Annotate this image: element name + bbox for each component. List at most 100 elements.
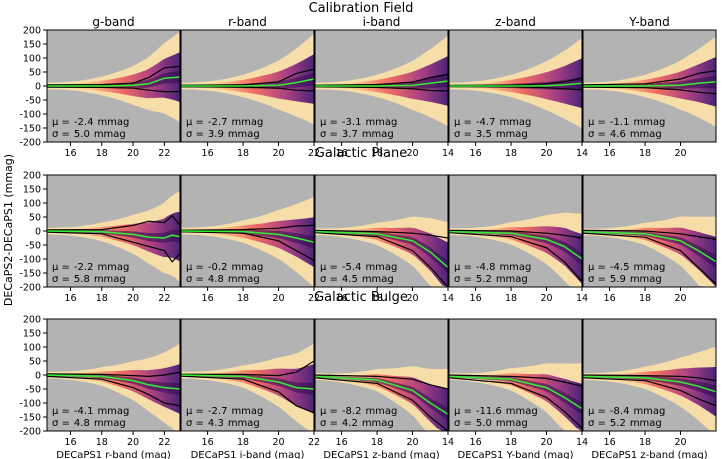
median-line xyxy=(314,375,449,415)
density-outer xyxy=(583,346,716,431)
upper-percentile-line xyxy=(46,65,181,86)
x-axis-label: DECaPS1 i-band (mag) xyxy=(191,450,305,459)
panel: μ = -2.7 mmag σ = 3.9 mmag xyxy=(180,29,315,143)
y-tick-label: -100 xyxy=(19,110,41,121)
x-tick-label: 16 xyxy=(202,293,214,304)
y-tick-label: 200 xyxy=(23,315,41,326)
density-core xyxy=(315,375,448,421)
sigma-stat: σ = 4.2 mmag xyxy=(320,418,394,429)
sigma-symbol: σ = xyxy=(320,274,338,285)
mu-value: -0.2 xyxy=(208,262,228,273)
x-tick-label: 18 xyxy=(371,148,383,159)
x-tick-label: 16 xyxy=(336,293,348,304)
y-tick-label: -100 xyxy=(19,255,41,266)
panel: μ = -5.4 mmag σ = 4.5 mmag xyxy=(314,174,449,288)
panel: μ = -2.4 mmag σ = 5.0 mmag xyxy=(46,29,181,143)
y-tick-label: 0 xyxy=(35,227,41,238)
sigma-unit: mmag xyxy=(496,274,528,285)
sigma-unit: mmag xyxy=(630,418,662,429)
upper-percentile-line xyxy=(314,73,449,86)
density-inner xyxy=(181,54,314,104)
panel-frame xyxy=(180,29,315,143)
panel-frame xyxy=(314,29,449,143)
x-tick-label: 18 xyxy=(96,293,108,304)
x-tick-label: 16 xyxy=(202,148,214,159)
row-title: Galactic Bulge xyxy=(314,290,408,305)
mu-value: -2.4 xyxy=(74,117,94,128)
panel-frame xyxy=(180,174,315,288)
x-axis-label: DECaPS1 r-band (mag) xyxy=(56,450,171,459)
panel: μ = -0.2 mmag σ = 4.8 mmag xyxy=(180,174,315,288)
density-outer xyxy=(47,343,180,431)
y-tick-label: 50 xyxy=(29,357,41,368)
density-inner xyxy=(315,56,448,106)
mu-unit: mmag xyxy=(499,262,531,273)
lower-percentile-line xyxy=(180,86,315,92)
panel: μ = -8.4 mmag σ = 5.2 mmag xyxy=(582,318,717,432)
density-inner xyxy=(583,56,716,107)
y-tick-label: 0 xyxy=(35,82,41,93)
panel: μ = -4.1 mmag σ = 4.8 mmag xyxy=(46,318,181,432)
mu-stat: μ = -4.5 mmag xyxy=(588,262,665,273)
x-tick-label: 18 xyxy=(237,293,249,304)
y-tick-label: -100 xyxy=(19,399,41,410)
upper-percentile-line xyxy=(180,224,315,231)
density-inner xyxy=(449,58,582,109)
upper-percentile-line xyxy=(582,70,717,86)
row-title: Calibration Field xyxy=(309,1,414,16)
sigma-value: 4.3 xyxy=(208,418,224,429)
mu-unit: mmag xyxy=(231,117,263,128)
lower-percentile-line xyxy=(582,232,717,285)
sigma-unit: mmag xyxy=(496,418,528,429)
x-tick-label: 20 xyxy=(674,437,686,448)
mu-stat: μ = -2.7 mmag xyxy=(186,406,263,417)
mu-value: -3.1 xyxy=(342,117,362,128)
column-title: g-band xyxy=(92,15,134,29)
x-tick-label: 20 xyxy=(272,437,284,448)
lower-percentile-line xyxy=(180,375,315,414)
density-core xyxy=(449,230,582,266)
sigma-symbol: σ = xyxy=(454,129,472,140)
x-tick-label: 20 xyxy=(406,148,418,159)
mu-symbol: μ = xyxy=(454,406,472,417)
upper-percentile-line xyxy=(46,214,181,231)
x-tick-label: 22 xyxy=(158,293,170,304)
panel: μ = -4.8 mmag σ = 5.2 mmag xyxy=(448,174,583,288)
mu-symbol: μ = xyxy=(588,117,606,128)
mu-symbol: μ = xyxy=(588,262,606,273)
mu-stat: μ = -4.1 mmag xyxy=(52,406,129,417)
x-tick-label: 22 xyxy=(158,148,170,159)
lower-percentile-line xyxy=(314,232,449,288)
mu-stat: μ = -8.4 mmag xyxy=(588,406,665,417)
lower-percentile-line xyxy=(314,377,449,432)
mu-symbol: μ = xyxy=(588,406,606,417)
median-line xyxy=(583,81,717,87)
sigma-value: 4.6 xyxy=(610,129,626,140)
upper-percentile-line xyxy=(180,68,315,86)
median-line xyxy=(314,230,449,268)
panel-frame xyxy=(582,318,717,432)
median-line xyxy=(46,230,181,239)
mu-unit: mmag xyxy=(231,262,263,273)
x-tick-label: 20 xyxy=(540,148,552,159)
sigma-symbol: σ = xyxy=(186,418,204,429)
sigma-unit: mmag xyxy=(94,129,126,140)
x-tick-label: 16 xyxy=(470,148,482,159)
sigma-symbol: σ = xyxy=(588,129,606,140)
upper-percentile-line xyxy=(582,374,717,382)
sigma-value: 5.9 xyxy=(610,274,626,285)
x-tick-label: 22 xyxy=(308,293,320,304)
sigma-stat: σ = 5.8 mmag xyxy=(52,274,126,285)
mu-value: -4.5 xyxy=(610,262,630,273)
mu-stat: μ = -2.7 mmag xyxy=(186,117,263,128)
y-tick-label: -150 xyxy=(19,269,41,280)
panel: μ = -2.2 mmag σ = 5.8 mmag xyxy=(46,174,181,288)
sigma-unit: mmag xyxy=(362,129,394,140)
sigma-value: 4.2 xyxy=(342,418,358,429)
mu-stat: μ = -2.4 mmag xyxy=(52,117,129,128)
lower-percentile-line xyxy=(448,377,583,429)
sigma-stat: σ = 4.6 mmag xyxy=(588,129,662,140)
mu-unit: mmag xyxy=(633,117,665,128)
y-tick-label: 200 xyxy=(23,26,41,37)
